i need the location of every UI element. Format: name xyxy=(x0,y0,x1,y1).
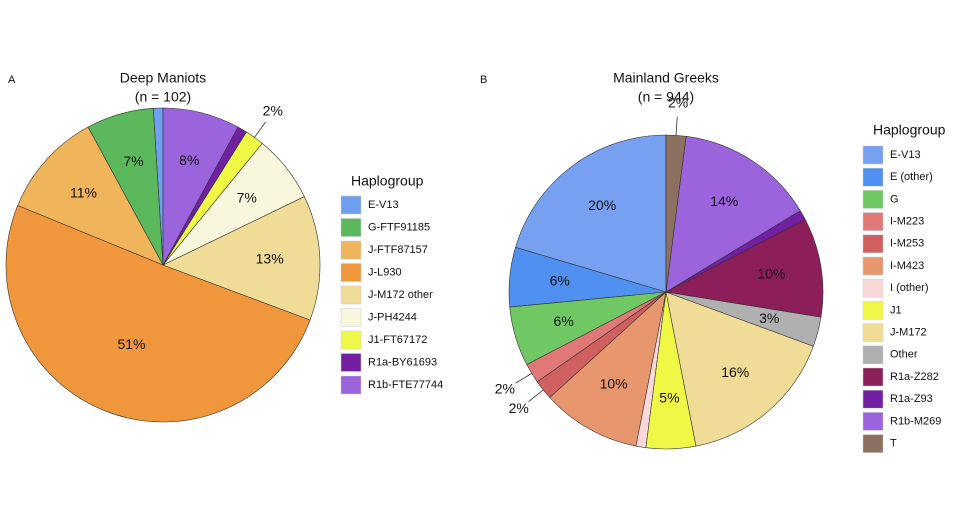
pie-slice xyxy=(5,205,311,423)
legend-label: R1b-FTE77744 xyxy=(368,379,443,391)
legend-swatch xyxy=(340,353,362,372)
legend-swatch xyxy=(862,412,884,431)
legend-swatch xyxy=(862,212,884,231)
legend-label: I-M423 xyxy=(890,260,924,272)
data-label: 11% xyxy=(70,184,97,200)
data-label: 10% xyxy=(600,376,628,392)
legend-label: I-M253 xyxy=(890,238,924,250)
legend-swatch xyxy=(340,285,362,305)
legend-label: E (other) xyxy=(890,171,933,183)
legend-swatch xyxy=(862,323,884,342)
pie-slice xyxy=(665,135,801,293)
legend-label: R1b-M269 xyxy=(890,415,941,427)
legend-swatch xyxy=(862,234,884,254)
data-label: 14% xyxy=(710,193,738,209)
chart-title: Deep Maniots xyxy=(120,70,206,86)
pie-slice xyxy=(162,196,321,321)
legend-swatch xyxy=(340,308,362,327)
panel-label: A xyxy=(8,74,16,86)
pie-slice xyxy=(665,218,824,318)
legend-swatch xyxy=(340,240,362,260)
pie-slice xyxy=(515,134,667,293)
chart-subtitle: (n = 944) xyxy=(638,89,694,105)
data-label: 20% xyxy=(588,197,616,213)
leader-line xyxy=(515,373,532,384)
chart-subtitle: (n = 102) xyxy=(135,89,191,105)
legend-swatch xyxy=(862,389,884,409)
legend-swatch xyxy=(862,190,884,209)
legend-label: Other xyxy=(890,349,918,361)
legend-label: J-M172 xyxy=(890,327,927,339)
leader-line xyxy=(254,121,266,138)
leader-line xyxy=(528,389,544,402)
data-label: 3% xyxy=(759,310,779,326)
legend-swatch xyxy=(862,367,884,387)
legend-title: Haplogroup xyxy=(873,122,946,138)
legend-label: E-V13 xyxy=(890,149,921,161)
legend-label: R1a-Z282 xyxy=(890,371,939,383)
data-label: 6% xyxy=(550,272,570,288)
data-label: 2% xyxy=(668,95,688,111)
legend-swatch xyxy=(862,145,884,165)
legend-swatch xyxy=(862,256,884,276)
legend-label: J-FTF87157 xyxy=(368,244,428,256)
data-label: 16% xyxy=(721,364,749,380)
data-label: 10% xyxy=(757,266,785,282)
panel-label: B xyxy=(480,74,487,86)
leader-line xyxy=(675,116,678,136)
data-label: 7% xyxy=(123,153,143,169)
legend-swatch xyxy=(862,434,884,453)
data-label: 2% xyxy=(263,103,283,119)
legend-label: G-FTF91185 xyxy=(368,221,430,233)
legend-label: J-PH4244 xyxy=(368,311,417,323)
pie-slice xyxy=(549,291,667,447)
data-label: 51% xyxy=(117,336,145,352)
legend-label: I-M223 xyxy=(890,216,924,228)
legend-label: J-L930 xyxy=(368,266,402,278)
data-label: 8% xyxy=(179,152,199,168)
legend-label: I (other) xyxy=(890,282,929,294)
legend-swatch xyxy=(340,263,362,282)
legend-swatch xyxy=(862,278,884,298)
data-label: 7% xyxy=(237,190,257,206)
legend-label: G xyxy=(890,193,899,205)
legend-label: J-M172 other xyxy=(368,289,433,301)
pie-slice xyxy=(665,291,814,447)
legend-label: J1 xyxy=(890,304,902,316)
data-label: 6% xyxy=(554,313,574,329)
legend-swatch xyxy=(340,195,362,215)
legend-title: Haplogroup xyxy=(351,173,424,189)
pie-slice xyxy=(17,126,164,266)
legend-swatch xyxy=(862,345,884,365)
legend-label: J1-FT67172 xyxy=(368,334,427,346)
pie-slice xyxy=(162,107,239,266)
legend-label: T xyxy=(890,438,897,450)
legend-swatch xyxy=(862,167,884,187)
legend-swatch xyxy=(340,375,362,395)
legend-swatch xyxy=(340,218,362,237)
legend-label: R1a-BY61693 xyxy=(368,356,437,368)
data-label: 13% xyxy=(256,251,284,267)
chart-title: Mainland Greeks xyxy=(613,70,719,86)
data-label: 2% xyxy=(495,380,515,396)
data-label: 5% xyxy=(659,389,679,405)
data-label: 2% xyxy=(509,400,529,416)
pie-slice xyxy=(665,134,687,293)
legend-swatch xyxy=(340,330,362,350)
legend-swatch xyxy=(862,301,884,320)
legend-label: R1a-Z93 xyxy=(890,393,933,405)
legend-label: E-V13 xyxy=(368,199,399,211)
